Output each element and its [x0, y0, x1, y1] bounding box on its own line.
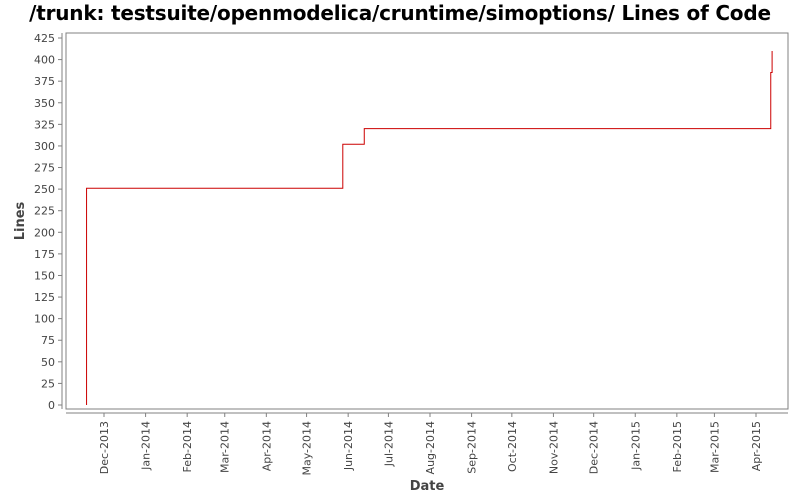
x-tick-label: Mar-2014 [219, 421, 232, 473]
x-tick-label: Dec-2013 [98, 421, 111, 474]
x-tick-label: Mar-2015 [708, 421, 721, 473]
x-tick-label: Aug-2014 [424, 421, 437, 474]
y-tick-label: 250 [34, 183, 55, 196]
x-tick-label: Feb-2014 [181, 421, 194, 472]
x-tick-label: Apr-2014 [260, 421, 273, 471]
x-tick-label: Jan-2015 [629, 421, 642, 471]
x-tick-label: Dec-2014 [588, 421, 601, 474]
x-tick-label: Jun-2014 [342, 421, 355, 471]
x-tick-label: Nov-2014 [547, 421, 560, 474]
x-tick-label: Feb-2015 [671, 421, 684, 472]
y-tick-label: 300 [34, 140, 55, 153]
y-tick-label: 75 [41, 334, 55, 347]
y-tick-label: 25 [41, 377, 55, 390]
y-tick-label: 400 [34, 54, 55, 67]
y-tick-label: 175 [34, 248, 55, 261]
y-tick-label: 350 [34, 97, 55, 110]
x-tick-label: Sep-2014 [466, 421, 479, 474]
y-axis-title: Lines [13, 201, 28, 240]
y-tick-label: 150 [34, 269, 55, 282]
y-tick-label: 125 [34, 291, 55, 304]
x-tick-label: Jan-2014 [140, 421, 153, 471]
y-axis-ticks: 0 25 50 75 100 125 150 175 200 225 250 275 300 325 350… [34, 32, 62, 412]
x-axis-title: Date [410, 479, 445, 494]
x-axis-ticks: Dec-2013 Jan-2014 Feb-2014 Mar-2014 Apr-2014… [98, 413, 763, 476]
plot-area [65, 32, 789, 410]
y-tick-label: 425 [34, 32, 55, 45]
y-tick-label: 275 [34, 162, 55, 175]
y-tick-label: 375 [34, 75, 55, 88]
y-tick-label: 225 [34, 205, 55, 218]
y-tick-label: 100 [34, 313, 55, 326]
lines-of-code-series [86, 50, 773, 405]
chart-title: /trunk: testsuite/openmodelica/cruntime/… [29, 1, 771, 25]
y-tick-label: 200 [34, 226, 55, 239]
x-tick-label: Oct-2014 [506, 421, 519, 472]
x-tick-label: Jul-2014 [382, 421, 395, 467]
y-tick-label: 50 [41, 356, 55, 369]
y-tick-label: 325 [34, 118, 55, 131]
x-tick-label: Apr-2015 [750, 421, 763, 471]
x-tick-label: May-2014 [301, 421, 314, 476]
y-tick-label: 0 [48, 399, 55, 412]
